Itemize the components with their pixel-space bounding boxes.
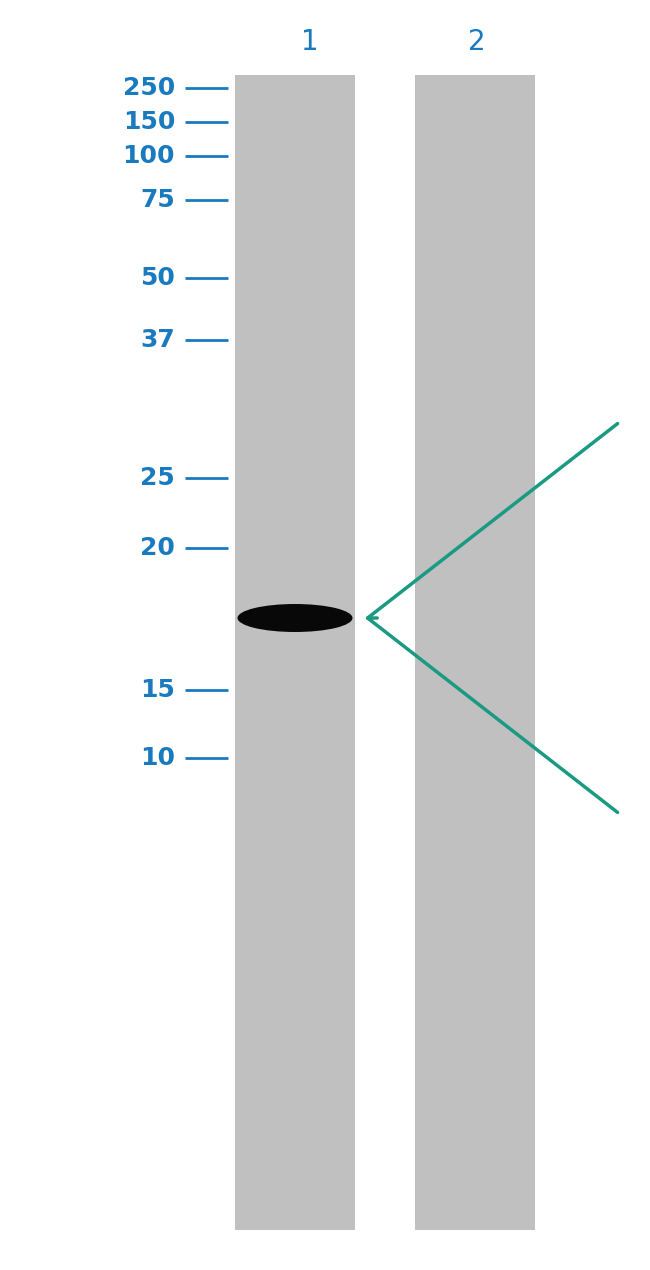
Text: 10: 10 [140,745,175,770]
Text: 150: 150 [123,110,175,135]
Text: 250: 250 [123,76,175,100]
Text: 2: 2 [468,28,486,56]
Bar [415,75,535,1231]
Text: 20: 20 [140,536,175,560]
Bar [235,75,355,1231]
Text: 25: 25 [140,466,175,490]
Text: 50: 50 [140,265,175,290]
Text: 100: 100 [122,144,175,168]
Text: 15: 15 [140,678,175,702]
Text: 75: 75 [140,188,175,212]
Text: 1: 1 [301,28,318,56]
Text: 37: 37 [140,328,175,352]
Ellipse shape [237,605,352,632]
